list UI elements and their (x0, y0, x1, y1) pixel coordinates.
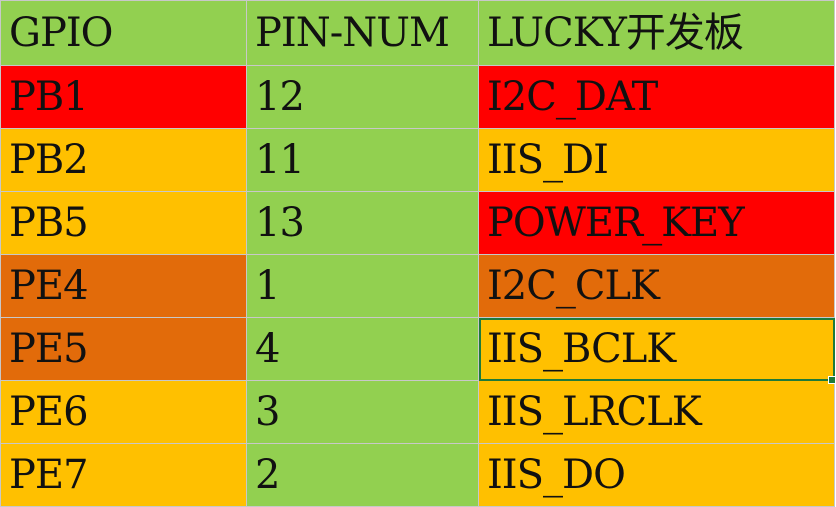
pin-num-cell[interactable]: 3 (246, 380, 479, 444)
table-row: PE5 4 IIS_BCLK (0, 317, 835, 381)
gpio-cell[interactable]: PE4 (0, 254, 247, 318)
gpio-cell[interactable]: PB2 (0, 128, 247, 192)
pin-num-cell[interactable]: 12 (246, 65, 479, 129)
header-cell-pin-num[interactable]: PIN-NUM (246, 0, 479, 66)
pin-num-cell[interactable]: 4 (246, 317, 479, 381)
gpio-cell[interactable]: PE5 (0, 317, 247, 381)
gpio-cell[interactable]: PE6 (0, 380, 247, 444)
function-cell[interactable]: POWER_KEY (478, 191, 835, 255)
function-cell[interactable]: I2C_DAT (478, 65, 835, 129)
function-cell[interactable]: I2C_CLK (478, 254, 835, 318)
table-row: PB1 12 I2C_DAT (0, 65, 835, 129)
gpio-cell[interactable]: PB1 (0, 65, 247, 129)
table-row: PE7 2 IIS_DO (0, 443, 835, 507)
pin-num-cell[interactable]: 2 (246, 443, 479, 507)
table-row: PE6 3 IIS_LRCLK (0, 380, 835, 444)
function-cell-selected[interactable]: IIS_BCLK (478, 317, 835, 381)
table-row: PB2 11 IIS_DI (0, 128, 835, 192)
function-cell[interactable]: IIS_LRCLK (478, 380, 835, 444)
pin-num-cell[interactable]: 1 (246, 254, 479, 318)
table-row: PB5 13 POWER_KEY (0, 191, 835, 255)
header-cell-gpio[interactable]: GPIO (0, 0, 247, 66)
gpio-cell[interactable]: PE7 (0, 443, 247, 507)
table-header-row: GPIO PIN-NUM LUCKY开发板 (0, 0, 835, 66)
gpio-cell[interactable]: PB5 (0, 191, 247, 255)
pin-num-cell[interactable]: 11 (246, 128, 479, 192)
header-cell-lucky-board[interactable]: LUCKY开发板 (478, 0, 835, 66)
function-cell[interactable]: IIS_DI (478, 128, 835, 192)
table-row: PE4 1 I2C_CLK (0, 254, 835, 318)
pin-num-cell[interactable]: 13 (246, 191, 479, 255)
function-cell[interactable]: IIS_DO (478, 443, 835, 507)
fill-handle[interactable] (828, 376, 836, 384)
